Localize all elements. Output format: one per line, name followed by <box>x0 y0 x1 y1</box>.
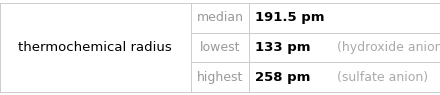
Text: median: median <box>197 11 243 24</box>
Text: (hydroxide anion): (hydroxide anion) <box>337 41 440 54</box>
Text: 133 pm: 133 pm <box>255 41 311 54</box>
Text: lowest: lowest <box>200 41 240 54</box>
Text: 191.5 pm: 191.5 pm <box>255 11 325 24</box>
Text: thermochemical radius: thermochemical radius <box>18 41 172 54</box>
Text: (sulfate anion): (sulfate anion) <box>337 71 428 84</box>
Text: 258 pm: 258 pm <box>255 71 311 84</box>
Text: highest: highest <box>197 71 243 84</box>
